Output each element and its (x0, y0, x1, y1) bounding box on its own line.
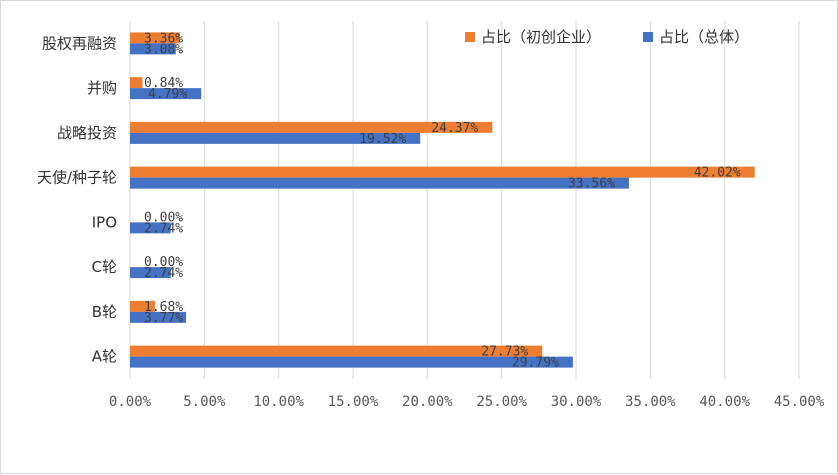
bar-overall (130, 222, 171, 234)
data-label: 3.08% (144, 42, 183, 57)
bar-startup (130, 345, 543, 357)
bar-overall (130, 88, 202, 100)
x-tick-label: 5.00% (183, 394, 226, 410)
legend: 占比（初创企业） 占比（总体） (465, 28, 749, 46)
data-label: 0.00% (144, 255, 183, 270)
category-label: 并购 (87, 79, 117, 97)
legend-label: 占比（总体） (659, 28, 749, 46)
x-tick-label: 0.00% (109, 394, 152, 410)
data-label: 29.79% (512, 356, 559, 371)
value-axis: 0.00% 5.00% 10.00% 15.00% 20.00% 25.00% 30.00%… (109, 394, 825, 410)
data-label: 19.52% (359, 132, 406, 147)
legend-swatch (643, 32, 653, 42)
category-label: 战略投资 (57, 124, 117, 142)
category-label: A轮 (92, 348, 117, 366)
category-label: 股权再融资 (42, 34, 117, 52)
category-label: C轮 (92, 258, 117, 276)
data-label: 0.00% (144, 210, 183, 225)
data-labels: 3.36%3.08% 0.84%4.79% 24.37% 19.52% 42.02% 33… (144, 31, 741, 370)
x-tick-label: 35.00% (625, 394, 676, 410)
bar-startup (130, 77, 143, 89)
x-tick-label: 20.00% (402, 394, 453, 410)
bar-overall (130, 267, 171, 279)
category-label: B轮 (92, 303, 117, 321)
bar-overall (130, 177, 629, 189)
category-label: IPO (92, 213, 117, 231)
data-label: 33.56% (568, 177, 615, 192)
data-label: 4.79% (148, 87, 187, 102)
bar-startup (130, 121, 493, 133)
x-tick-label: 30.00% (551, 394, 602, 410)
bar-overall (130, 311, 187, 323)
bar-startup (130, 300, 155, 312)
bar-overall (130, 43, 176, 55)
data-label: 1.68% (144, 300, 183, 315)
data-label: 27.73% (481, 345, 528, 360)
legend-swatch (465, 32, 475, 42)
data-label: 2.74% (144, 266, 183, 281)
data-label: 24.37% (431, 121, 478, 136)
gridlines (129, 21, 800, 379)
legend-label: 占比（初创企业） (481, 28, 601, 46)
bar-startup (130, 32, 180, 44)
x-tick-label: 40.00% (699, 394, 750, 410)
x-tick-label: 45.00% (774, 394, 825, 410)
x-tick-label: 10.00% (253, 394, 304, 410)
data-label: 2.74% (144, 221, 183, 236)
bar-overall (130, 132, 421, 144)
data-label: 42.02% (694, 166, 741, 181)
x-tick-label: 15.00% (328, 394, 379, 410)
data-label: 3.77% (144, 311, 183, 326)
x-tick-label: 25.00% (476, 394, 527, 410)
data-label: 0.84% (144, 76, 183, 91)
category-label: 天使/种子轮 (37, 169, 117, 187)
bar-startup (130, 166, 755, 178)
bar-overall (130, 356, 573, 368)
bars (130, 32, 755, 368)
data-label: 3.36% (144, 31, 183, 46)
